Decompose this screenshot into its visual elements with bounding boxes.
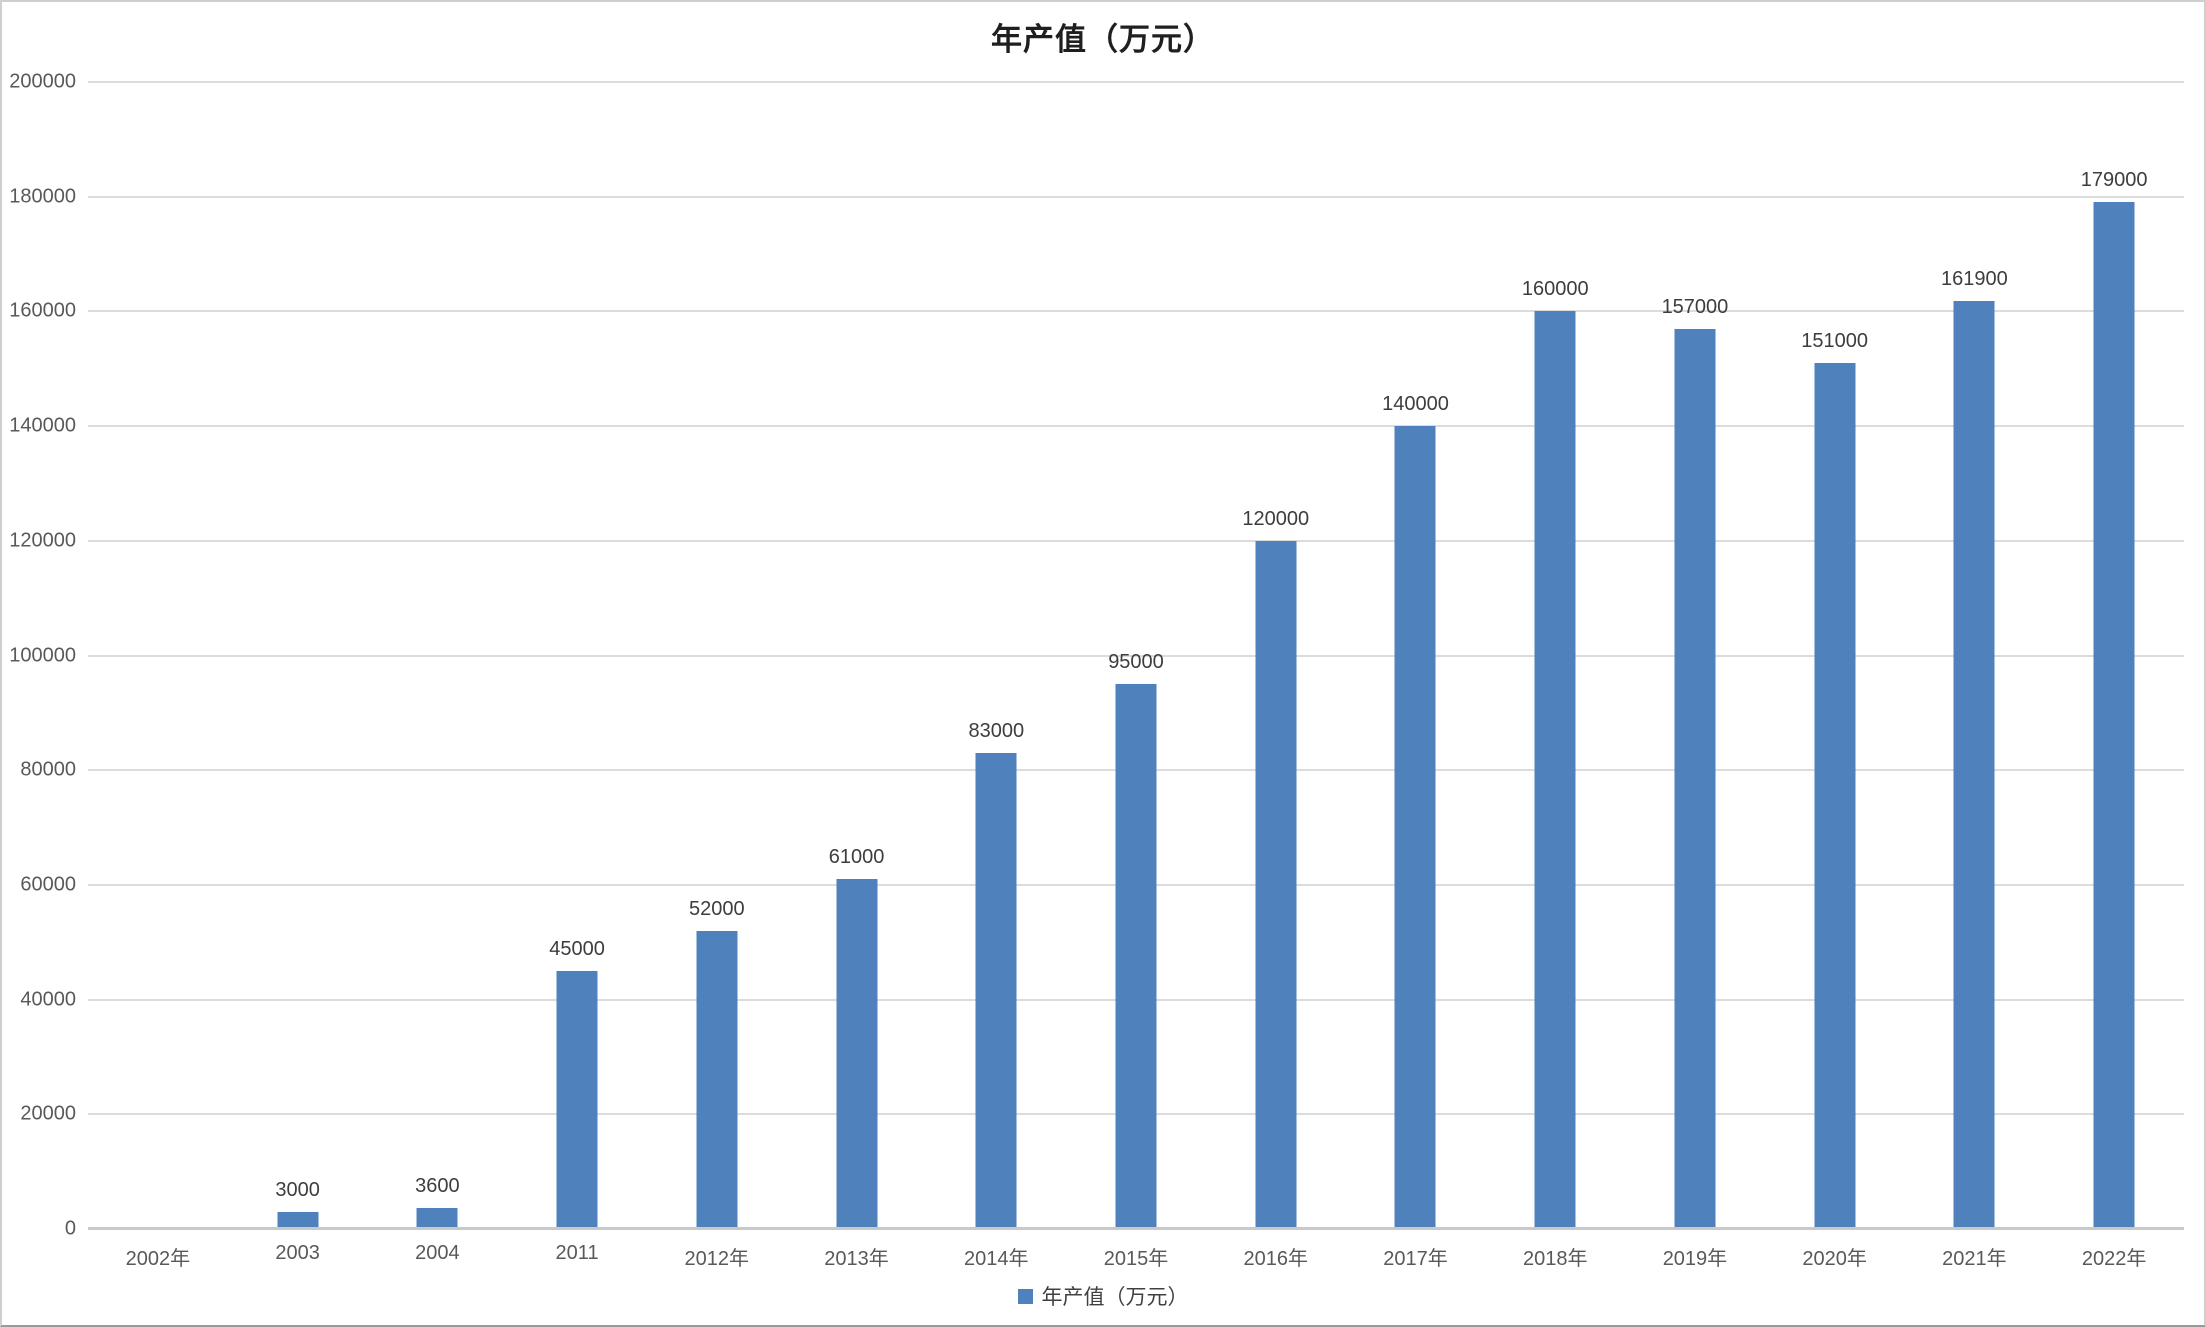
gridline bbox=[88, 425, 2184, 428]
bar-value-label: 161900 bbox=[1941, 267, 2008, 290]
category-2018年: 160000 2018年 bbox=[1485, 82, 1625, 1270]
category-2003: 3000 2003 bbox=[228, 82, 368, 1264]
category-2002年: 2002年 bbox=[88, 82, 228, 1270]
y-axis-label: 120000 bbox=[9, 529, 76, 552]
bar bbox=[1534, 311, 1576, 1229]
bar-value-label: 52000 bbox=[688, 897, 745, 920]
category-2016年: 120000 2016年 bbox=[1206, 82, 1346, 1270]
x-axis-label: 2021年 bbox=[1942, 1248, 2007, 1270]
bar bbox=[2093, 202, 2135, 1229]
y-axis-label: 80000 bbox=[20, 758, 76, 781]
x-axis-label: 2017年 bbox=[1383, 1248, 1448, 1270]
y-axis-label: 0 bbox=[64, 1217, 76, 1240]
x-axis-label: 2014年 bbox=[964, 1248, 1029, 1270]
y-axis-label: 180000 bbox=[9, 185, 76, 208]
x-axis-line bbox=[88, 1227, 2184, 1230]
x-axis-label: 2011 bbox=[555, 1242, 599, 1264]
x-axis-label: 2004 bbox=[415, 1242, 460, 1264]
bar bbox=[696, 930, 738, 1229]
gridline bbox=[88, 195, 2184, 198]
chart-title: 年产值（万元） bbox=[991, 22, 1215, 58]
bar bbox=[1115, 684, 1157, 1229]
x-axis-label: 2019年 bbox=[1662, 1248, 1728, 1270]
category-2012年: 52000 2012年 bbox=[647, 82, 787, 1270]
y-axis-label: 200000 bbox=[9, 70, 76, 93]
plot-area: 2002年 3000 2003 3600 2004 45000 2011 52000 2012年… bbox=[88, 81, 2184, 1270]
x-axis-label: 2012年 bbox=[684, 1248, 750, 1270]
y-axis-label: 100000 bbox=[9, 644, 76, 666]
category-2011: 45000 2011 bbox=[507, 82, 647, 1264]
gridline bbox=[88, 539, 2184, 542]
bar bbox=[1255, 540, 1297, 1229]
x-axis-label: 2003 bbox=[275, 1242, 320, 1264]
x-axis-label: 2013年 bbox=[824, 1248, 889, 1270]
bar bbox=[277, 1211, 319, 1229]
category-2021年: 161900 2021年 bbox=[1905, 82, 2045, 1270]
category-2022年: 179000 2022年 bbox=[2044, 82, 2184, 1270]
bar-series: 2002年 3000 2003 3600 2004 45000 2011 52000 2012年… bbox=[88, 82, 2184, 1270]
y-axis-label: 20000 bbox=[20, 1102, 76, 1125]
x-axis-label: 2015年 bbox=[1103, 1248, 1169, 1270]
x-axis-label: 2002年 bbox=[125, 1248, 191, 1270]
bar bbox=[836, 879, 878, 1229]
x-axis-label: 2018年 bbox=[1522, 1248, 1588, 1270]
legend: 年产值（万元） bbox=[2, 1281, 2204, 1311]
bar bbox=[556, 970, 598, 1229]
bar bbox=[416, 1208, 458, 1229]
legend-color-swatch bbox=[1017, 1288, 1033, 1304]
bar-value-label: 45000 bbox=[549, 937, 605, 960]
bar-value-label: 83000 bbox=[968, 720, 1025, 742]
category-2013年: 61000 2013年 bbox=[787, 82, 927, 1270]
bar-value-label: 140000 bbox=[1382, 393, 1449, 416]
bar-value-label: 157000 bbox=[1661, 295, 1729, 318]
y-axis-label: 40000 bbox=[20, 988, 76, 1011]
gridline bbox=[88, 310, 2184, 313]
category-2017年: 140000 2017年 bbox=[1346, 82, 1486, 1270]
bar-value-label: 120000 bbox=[1242, 507, 1310, 530]
y-axis-label: 160000 bbox=[9, 299, 76, 322]
x-axis-label: 2022年 bbox=[2081, 1248, 2147, 1270]
bar bbox=[1674, 328, 1716, 1229]
x-axis-label: 2016年 bbox=[1243, 1248, 1308, 1270]
bar-value-label: 151000 bbox=[1801, 330, 1869, 353]
bar bbox=[1394, 426, 1436, 1229]
legend-label: 年产值（万元） bbox=[1041, 1285, 1189, 1309]
x-axis-label: 2020年 bbox=[1802, 1248, 1867, 1270]
y-axis: 0 20000 40000 60000 80000 100000 120000 140000 1… bbox=[2, 71, 76, 1240]
bar bbox=[975, 753, 1017, 1229]
category-2020年: 151000 2020年 bbox=[1765, 82, 1905, 1270]
y-axis-label: 140000 bbox=[9, 414, 76, 437]
y-axis-label: 60000 bbox=[20, 873, 76, 896]
bar-value-label: 95000 bbox=[1108, 651, 1164, 674]
bar bbox=[1953, 300, 1995, 1229]
category-2015年: 95000 2015年 bbox=[1066, 82, 1206, 1270]
bar-value-label: 61000 bbox=[828, 846, 885, 869]
category-2004: 3600 2004 bbox=[367, 82, 507, 1264]
gridline bbox=[88, 654, 2184, 657]
bar-value-label: 179000 bbox=[2080, 169, 2148, 192]
bar bbox=[1814, 363, 1856, 1229]
category-2014年: 83000 2014年 bbox=[926, 82, 1066, 1270]
bar-value-label: 3000 bbox=[275, 1178, 320, 1201]
gridline bbox=[88, 81, 2184, 83]
category-2019年: 157000 2019年 bbox=[1625, 82, 1765, 1270]
bar-value-label: 160000 bbox=[1521, 278, 1589, 301]
bar-value-label: 3600 bbox=[415, 1175, 460, 1198]
